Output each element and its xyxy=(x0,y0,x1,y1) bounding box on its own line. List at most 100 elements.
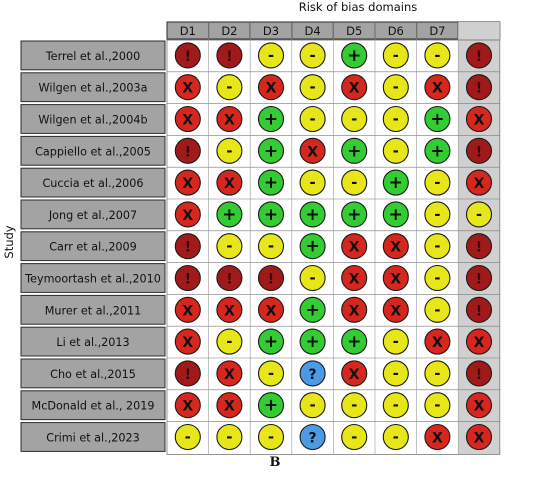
judgement-symbol: - xyxy=(393,46,399,64)
judgement-symbol: - xyxy=(309,396,315,414)
judgement-symbol: + xyxy=(347,205,361,225)
judgement-symbol: X xyxy=(224,303,235,319)
domain-header-d1: D1 xyxy=(180,24,196,38)
study-label: Jong et al.,2007 xyxy=(48,209,137,222)
judgement-symbol: X xyxy=(349,81,360,97)
study-label: Terrel et al.,2000 xyxy=(45,50,141,63)
judgement-symbol: - xyxy=(309,174,315,192)
judgement-symbol: X xyxy=(266,81,277,97)
judgement-symbol: ! xyxy=(476,367,482,383)
study-label: Crimi et al.,2023 xyxy=(46,432,139,445)
judgement-symbol: + xyxy=(305,237,319,257)
judgement-low-marker xyxy=(257,137,285,164)
judgement-critical-marker xyxy=(465,42,493,69)
judgement-symbol: ? xyxy=(309,367,317,383)
domain-header-d2: D2 xyxy=(221,24,237,38)
judgement-symbol: X xyxy=(224,399,235,415)
risk-of-bias-chart: Risk of bias domains Study D1 D2 D3 D4 D5 D6 D… xyxy=(2,0,501,455)
domain-header-row: D1D2D3D4D5D6D7Overall xyxy=(166,21,501,40)
chart-title: Risk of bias domains xyxy=(299,0,417,14)
judgement-symbol: X xyxy=(474,176,485,192)
judgement-some-marker xyxy=(424,169,451,196)
judgement-symbol: + xyxy=(430,141,444,161)
y-axis-label: Study xyxy=(2,225,16,258)
judgement-symbol: - xyxy=(309,110,315,128)
judgement-symbol: - xyxy=(268,364,274,382)
judgement-low-marker xyxy=(341,328,368,355)
judgement-high-marker xyxy=(424,423,451,451)
judgement-symbol: ! xyxy=(185,367,191,383)
judgement-critical-marker xyxy=(216,264,243,292)
judgement-symbol: X xyxy=(349,367,360,383)
judgement-symbol: - xyxy=(268,46,274,64)
judgement-symbol: X xyxy=(182,335,193,351)
judgement-low-marker xyxy=(257,169,285,196)
judgement-symbol: + xyxy=(264,332,278,352)
judgement-some-marker xyxy=(299,264,326,292)
judgement-symbol: ? xyxy=(309,431,317,447)
judgement-symbol: - xyxy=(226,142,232,160)
judgement-critical-marker xyxy=(465,233,493,260)
judgement-high-marker xyxy=(174,169,201,196)
domain-header-d4: D4 xyxy=(305,24,321,38)
judgement-symbol: X xyxy=(390,272,401,288)
judgement-low-marker xyxy=(341,201,368,228)
judgement-some-marker xyxy=(341,392,368,419)
judgement-symbol: X xyxy=(224,176,235,192)
judgement-symbol: ! xyxy=(476,240,482,256)
study-label-cell xyxy=(20,422,166,452)
judgement-symbol: + xyxy=(347,46,361,66)
judgement-symbol: + xyxy=(430,110,444,130)
judgement-low-marker xyxy=(299,201,326,228)
judgement-high-marker xyxy=(341,264,368,292)
judgement-symbol: + xyxy=(222,205,236,225)
judgement-high-marker xyxy=(465,328,493,355)
judgement-symbol: X xyxy=(266,303,277,319)
judgement-symbol: + xyxy=(347,332,361,352)
judgement-symbol: - xyxy=(393,396,399,414)
judgement-low-marker xyxy=(257,328,285,355)
judgement-symbol: + xyxy=(389,173,403,193)
judgement-symbol: - xyxy=(434,396,440,414)
judgement-high-marker xyxy=(341,74,368,101)
judgement-critical-marker xyxy=(465,360,493,387)
judgement-some-marker xyxy=(424,360,451,387)
judgement-symbol: X xyxy=(390,303,401,319)
judgement-some-marker xyxy=(341,105,368,133)
judgement-high-marker xyxy=(465,105,493,133)
judgement-some-marker xyxy=(424,392,451,419)
domain-header-d6: D6 xyxy=(388,24,404,38)
judgement-critical-marker xyxy=(174,233,201,260)
domain-header-d3: D3 xyxy=(263,24,279,38)
judgement-some-marker xyxy=(216,423,243,451)
judgement-symbol: + xyxy=(305,205,319,225)
judgement-some-marker xyxy=(424,201,451,228)
judgement-symbol: X xyxy=(432,335,443,351)
judgement-symbol: X xyxy=(432,81,443,97)
judgement-symbol: - xyxy=(434,237,440,255)
panel-label: B xyxy=(269,455,281,470)
judgement-symbol: + xyxy=(264,173,278,193)
judgement-symbol: X xyxy=(349,303,360,319)
judgement-some-marker xyxy=(299,169,326,196)
judgement-low-marker xyxy=(382,169,409,196)
judgement-symbol: X xyxy=(474,113,485,129)
judgement-high-marker xyxy=(174,201,201,228)
study-label: Murer et al.,2011 xyxy=(45,304,142,317)
judgement-symbol: X xyxy=(474,335,485,351)
judgement-symbol: X xyxy=(182,303,193,319)
judgement-some-marker xyxy=(382,105,409,133)
judgement-symbol: ! xyxy=(185,272,191,288)
judgement-some-marker xyxy=(382,360,409,387)
judgement-symbol: - xyxy=(309,78,315,96)
judgement-some-marker xyxy=(382,328,409,355)
judgement-symbol: ! xyxy=(185,240,191,256)
judgement-high-marker xyxy=(382,233,409,260)
judgement-low-marker xyxy=(299,328,326,355)
judgement-symbol: X xyxy=(432,431,443,447)
study-label-cell xyxy=(20,263,166,293)
judgement-symbol: - xyxy=(434,46,440,64)
judgement-some-marker xyxy=(216,137,243,164)
judgement-symbol: - xyxy=(226,78,232,96)
judgement-critical-marker xyxy=(465,137,493,164)
